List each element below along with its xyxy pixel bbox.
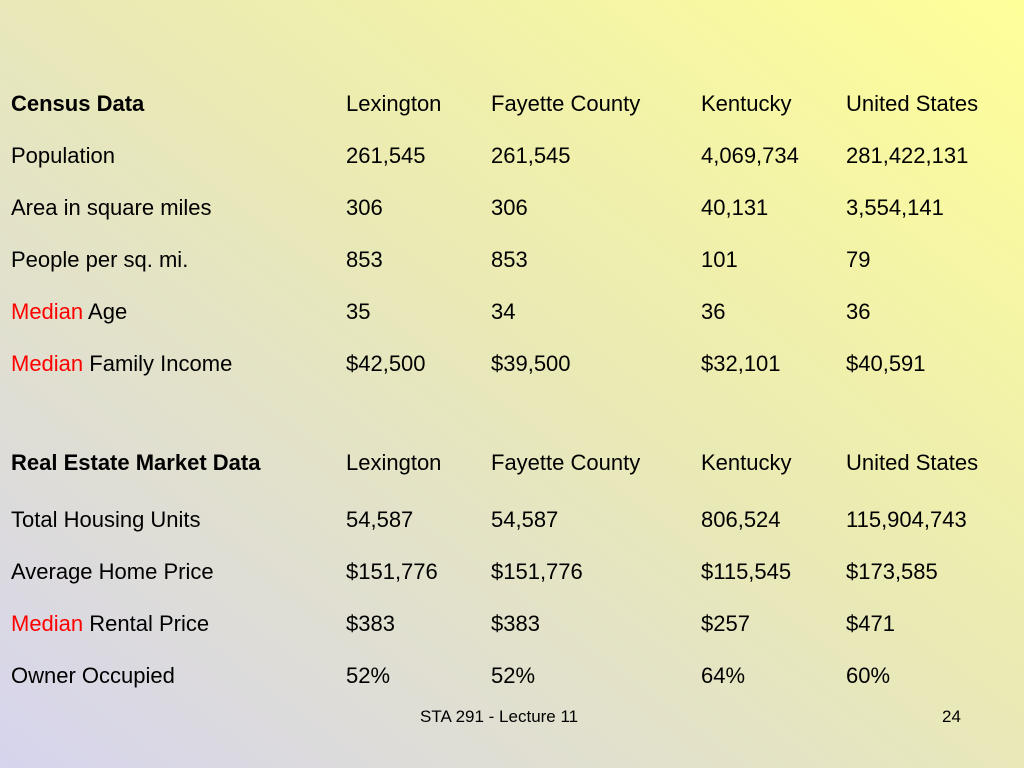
median-highlight: Median — [11, 351, 84, 376]
census-header-lexington: Lexington — [346, 91, 442, 116]
row-label-text: Owner Occupied — [11, 663, 175, 688]
row-label-text: Rental Price — [83, 611, 210, 636]
census-row-label: People per sq. mi. — [11, 247, 188, 273]
real-estate-cell-kentucky: $257 — [701, 611, 750, 636]
median-highlight: Median — [11, 299, 84, 324]
real-estate-cell-fayette: 54,587 — [491, 507, 559, 532]
real-estate-cell-us: 60% — [846, 663, 891, 688]
real-estate-cell-us: 115,904,743 — [846, 507, 967, 532]
row-label-text: Age — [83, 299, 128, 324]
real-estate-header-lexington: Lexington — [346, 450, 442, 475]
row-label-text: Population — [11, 143, 115, 168]
real-estate-cell-fayette: 52% — [491, 663, 536, 688]
row-label-text: Total Housing Units — [11, 507, 201, 532]
census-cell-kentucky: 36 — [701, 299, 726, 324]
census-cell-kentucky: $32,101 — [701, 351, 781, 376]
real-estate-row-label: Average Home Price — [11, 559, 214, 585]
row-label-text: Family Income — [83, 351, 233, 376]
census-cell-lexington: 853 — [346, 247, 383, 272]
census-cell-us: $40,591 — [846, 351, 926, 376]
census-row-label: Population — [11, 143, 115, 169]
census-cell-lexington: 35 — [346, 299, 371, 324]
real-estate-row-label: Median Rental Price — [11, 611, 209, 637]
real-estate-cell-us: $471 — [846, 611, 895, 636]
census-cell-us: 79 — [846, 247, 871, 272]
census-cell-us: 281,422,131 — [846, 143, 969, 168]
real-estate-row-label: Owner Occupied — [11, 663, 175, 689]
slide-page-number: 24 — [942, 707, 961, 726]
census-cell-us: 36 — [846, 299, 871, 324]
census-header-label: Census Data — [11, 91, 145, 116]
census-cell-fayette: $39,500 — [491, 351, 571, 376]
census-cell-lexington: $42,500 — [346, 351, 426, 376]
real-estate-cell-lexington: $383 — [346, 611, 395, 636]
census-cell-fayette: 306 — [491, 195, 528, 220]
median-highlight: Median — [11, 611, 84, 636]
real-estate-cell-lexington: 52% — [346, 663, 391, 688]
real-estate-cell-fayette: $383 — [491, 611, 540, 636]
real-estate-cell-lexington: 54,587 — [346, 507, 414, 532]
row-label-text: Average Home Price — [11, 559, 214, 584]
real-estate-header-label: Real Estate Market Data — [11, 450, 261, 475]
census-cell-kentucky: 40,131 — [701, 195, 769, 220]
row-label-text: People per sq. mi. — [11, 247, 189, 272]
real-estate-header-us: United States — [846, 450, 979, 475]
census-cell-lexington: 306 — [346, 195, 383, 220]
real-estate-cell-kentucky: 806,524 — [701, 507, 781, 532]
real-estate-header-fayette: Fayette County — [491, 450, 641, 475]
census-row-label: Median Age — [11, 299, 127, 325]
census-header-kentucky: Kentucky — [701, 91, 792, 116]
census-cell-kentucky: 4,069,734 — [701, 143, 799, 168]
census-row-label: Median Family Income — [11, 351, 232, 377]
census-cell-us: 3,554,141 — [846, 195, 944, 220]
row-label-text: Area in square miles — [11, 195, 212, 220]
real-estate-cell-lexington: $151,776 — [346, 559, 438, 584]
census-cell-kentucky: 101 — [701, 247, 738, 272]
slide-footer-course: STA 291 - Lecture 11 — [420, 707, 579, 726]
real-estate-cell-fayette: $151,776 — [491, 559, 583, 584]
census-cell-fayette: 261,545 — [491, 143, 571, 168]
real-estate-cell-kentucky: 64% — [701, 663, 746, 688]
real-estate-cell-us: $173,585 — [846, 559, 938, 584]
census-row-label: Area in square miles — [11, 195, 212, 221]
real-estate-row-label: Total Housing Units — [11, 507, 201, 533]
census-cell-fayette: 34 — [491, 299, 516, 324]
census-header-fayette: Fayette County — [491, 91, 641, 116]
census-header-us: United States — [846, 91, 979, 116]
census-cell-fayette: 853 — [491, 247, 528, 272]
census-cell-lexington: 261,545 — [346, 143, 426, 168]
real-estate-header-kentucky: Kentucky — [701, 450, 792, 475]
real-estate-cell-kentucky: $115,545 — [701, 559, 792, 584]
